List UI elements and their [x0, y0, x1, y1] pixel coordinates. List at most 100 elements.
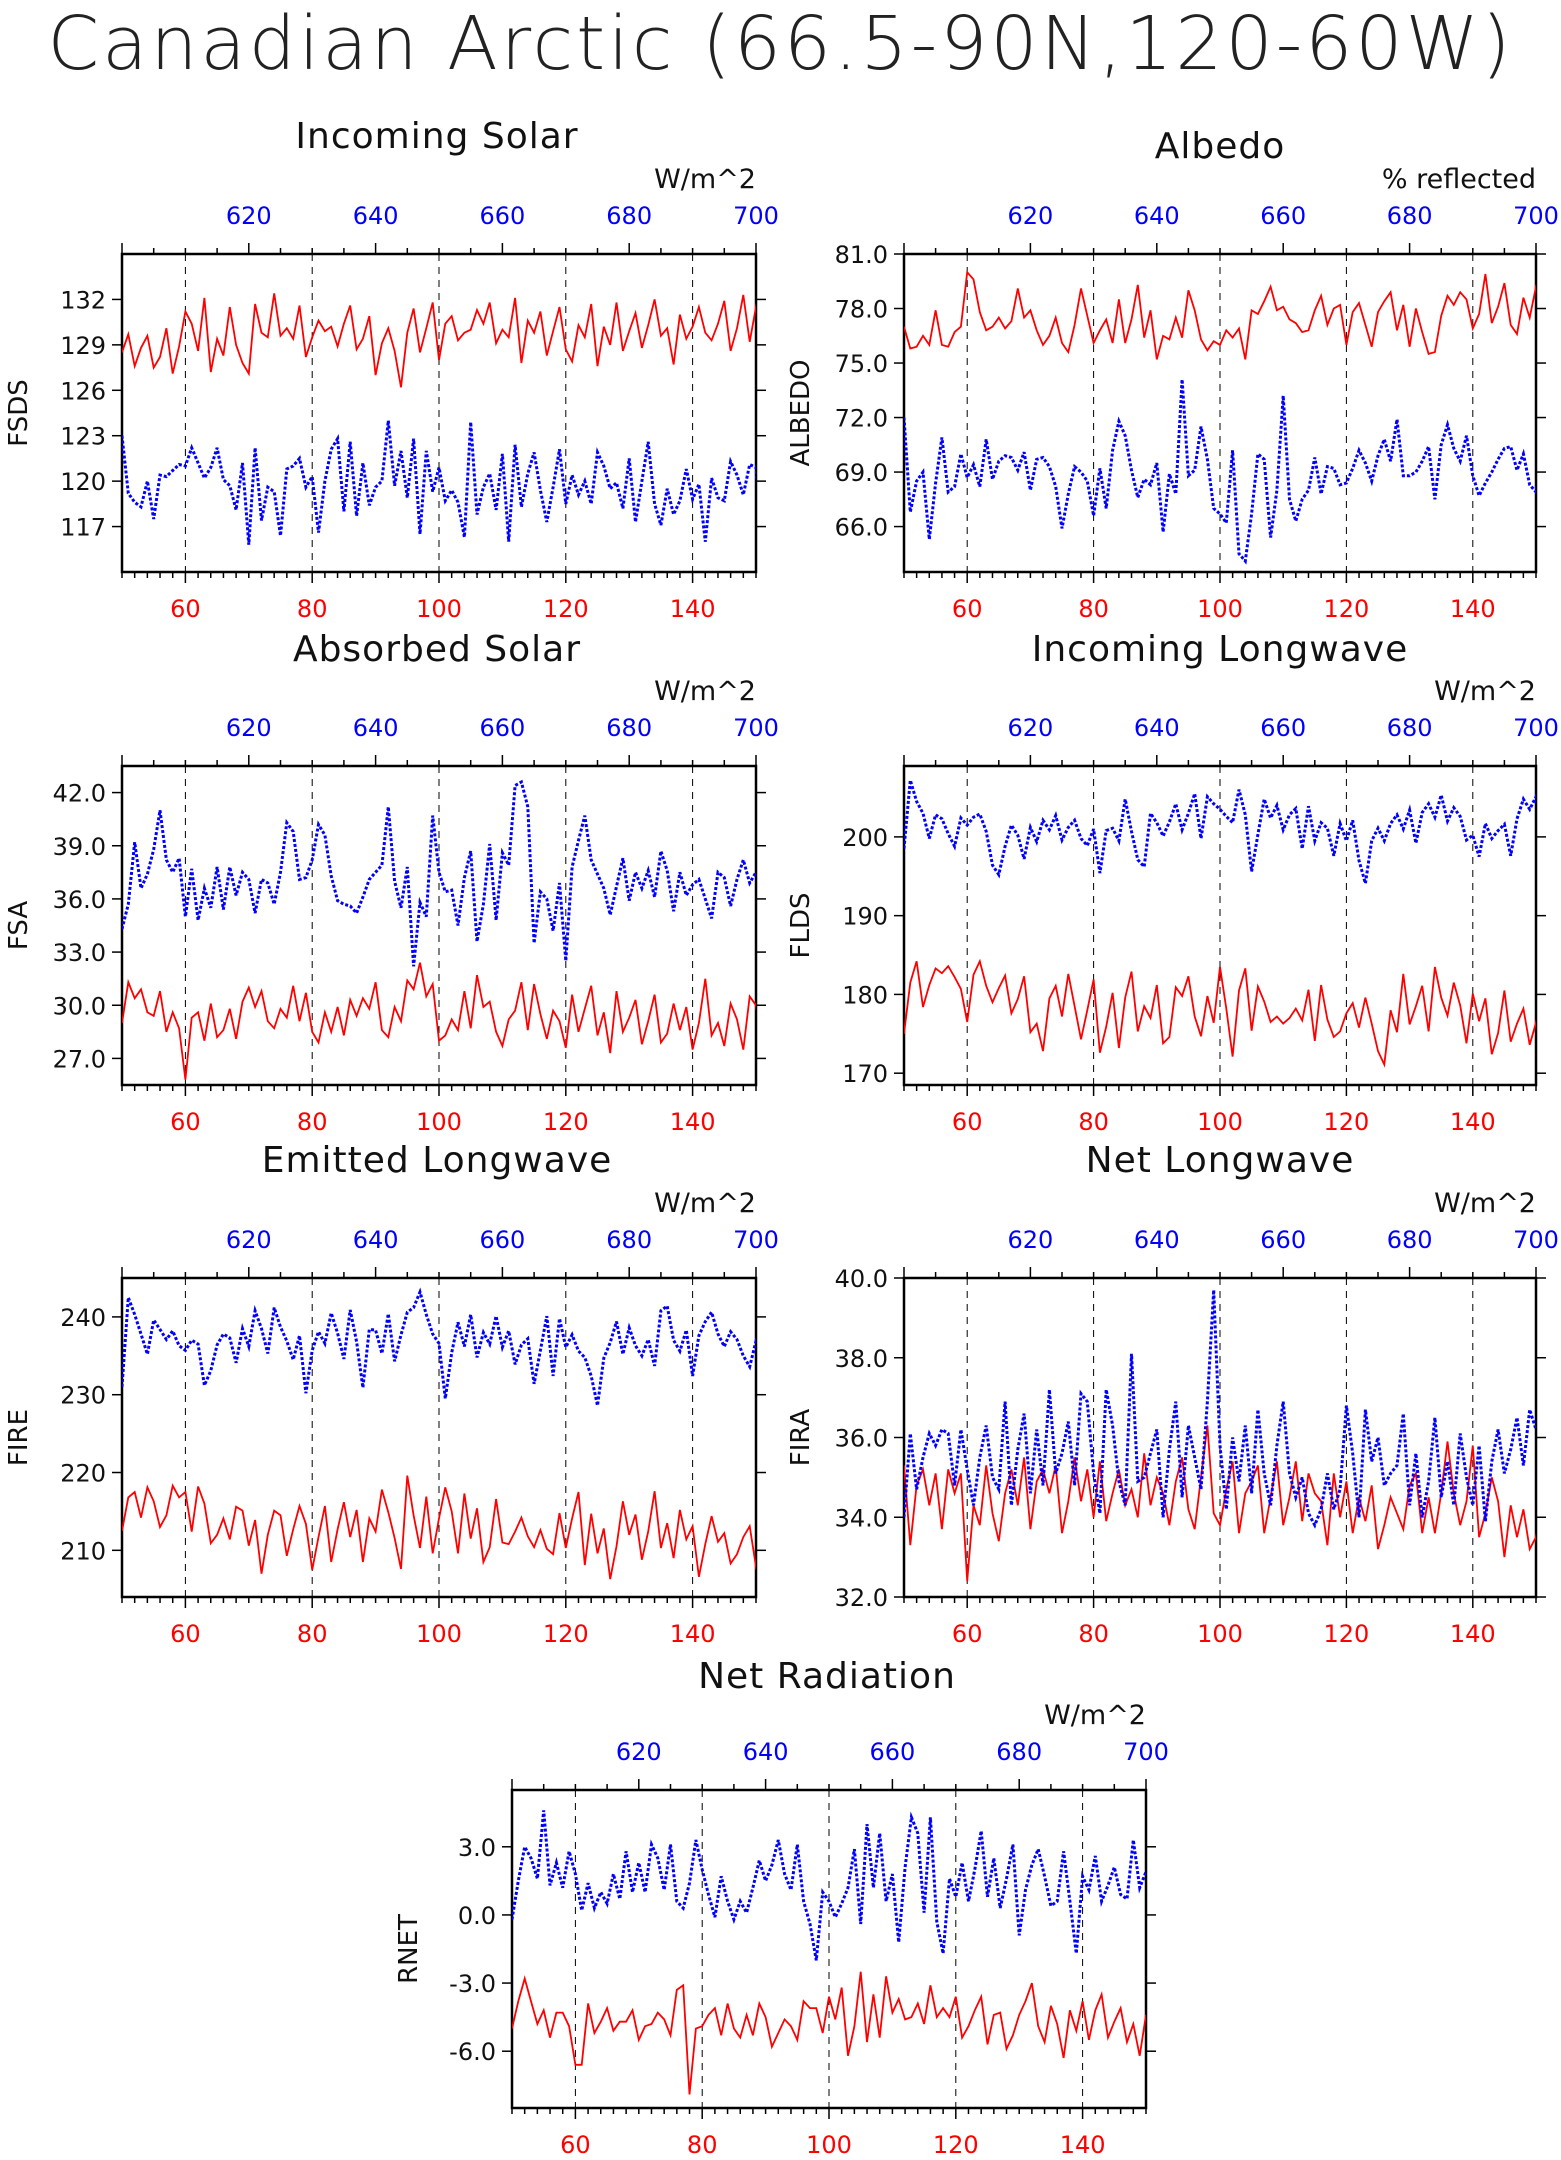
red-series-line: [122, 962, 756, 1080]
top-tick-label: 640: [1134, 714, 1180, 742]
top-tick-label: 620: [1007, 202, 1053, 230]
x-tick-label: 80: [297, 595, 328, 623]
red-series-line: [122, 1475, 756, 1580]
y-tick-label: 72.0: [835, 405, 888, 433]
chart-title: Net Radiation: [698, 1656, 956, 1697]
red-series-line: [904, 270, 1536, 360]
blue-series-line: [122, 420, 756, 545]
top-tick-label: 700: [1513, 1226, 1559, 1254]
top-tick-label: 660: [869, 1738, 915, 1766]
top-tick-label: 680: [606, 1226, 652, 1254]
x-tick-label: 120: [543, 1620, 589, 1648]
page-title: Canadian Arctic (66.5-90N,120-60W): [47, 1, 1514, 87]
top-tick-label: 620: [1007, 714, 1053, 742]
top-tick-label: 620: [226, 202, 272, 230]
y-axis-label: FLDS: [786, 893, 816, 959]
top-tick-label: 680: [606, 714, 652, 742]
x-tick-label: 120: [1323, 595, 1369, 623]
y-tick-label: 39.0: [53, 833, 106, 861]
x-tick-label: 120: [1323, 1620, 1369, 1648]
x-tick-label: 100: [1197, 1108, 1243, 1136]
top-tick-label: 640: [1134, 1226, 1180, 1254]
chart-title: Net Longwave: [1086, 1140, 1355, 1181]
y-tick-label: 38.0: [835, 1345, 888, 1373]
y-tick-label: 123: [60, 423, 106, 451]
x-tick-label: 60: [952, 595, 983, 623]
y-tick-label: 69.0: [835, 459, 888, 487]
y-tick-label: 240: [60, 1304, 106, 1332]
x-tick-label: 120: [1323, 1108, 1369, 1136]
y-tick-label: 129: [60, 332, 106, 360]
y-axis-label: FSA: [4, 901, 34, 950]
x-tick-label: 60: [952, 1620, 983, 1648]
units-label: W/m^2: [1434, 676, 1536, 707]
top-tick-label: 620: [1007, 1226, 1053, 1254]
x-tick-label: 140: [1060, 2131, 1106, 2159]
x-tick-label: 80: [1078, 595, 1109, 623]
x-tick-label: 80: [297, 1108, 328, 1136]
top-tick-label: 680: [1387, 202, 1433, 230]
top-tick-label: 660: [479, 202, 525, 230]
chart-title: Incoming Solar: [295, 116, 578, 157]
x-tick-label: 60: [170, 1620, 201, 1648]
y-tick-label: 0.0: [458, 1902, 496, 1930]
x-tick-label: 120: [543, 595, 589, 623]
x-tick-label: 140: [1450, 1620, 1496, 1648]
y-axis-label: FSDS: [4, 379, 34, 447]
chart-panel-fire: Emitted Longwave W/m^2 60 80 100 120 140 620 640…: [4, 1140, 779, 1648]
x-tick-label: 80: [1078, 1620, 1109, 1648]
y-tick-label: 120: [60, 468, 106, 496]
chart-panel-fsa: Absorbed Solar W/m^2 60 80 100 120 140 620 640 66…: [4, 629, 779, 1136]
x-tick-label: 120: [543, 1108, 589, 1136]
top-tick-label: 640: [353, 714, 399, 742]
top-tick-label: 680: [606, 202, 652, 230]
x-tick-label: 120: [933, 2131, 979, 2159]
top-tick-label: 700: [1123, 1738, 1169, 1766]
x-tick-label: 80: [297, 1620, 328, 1648]
red-series-line: [904, 1425, 1536, 1582]
top-tick-label: 660: [1260, 1226, 1306, 1254]
chart-panel-albedo: Albedo % reflected 60 80 100 120 140 620 640 660 6…: [786, 126, 1559, 623]
chart-title: Emitted Longwave: [262, 1140, 613, 1181]
top-tick-label: 640: [353, 202, 399, 230]
blue-series-line: [122, 1287, 756, 1406]
top-tick-label: 660: [1260, 714, 1306, 742]
x-tick-label: 140: [670, 1620, 716, 1648]
top-tick-label: 660: [479, 714, 525, 742]
top-tick-label: 700: [733, 1226, 779, 1254]
x-tick-label: 60: [170, 1108, 201, 1136]
y-tick-label: 132: [60, 286, 106, 314]
y-tick-label: 3.0: [458, 1834, 496, 1862]
x-tick-label: 140: [670, 595, 716, 623]
y-tick-label: 210: [60, 1537, 106, 1565]
y-axis-label: RNET: [394, 1914, 424, 1984]
y-tick-label: 66.0: [835, 514, 888, 542]
x-tick-label: 140: [670, 1108, 716, 1136]
y-tick-label: 30.0: [53, 992, 106, 1020]
y-tick-label: 200: [842, 824, 888, 852]
y-tick-label: 78.0: [835, 296, 888, 324]
top-tick-label: 680: [1387, 1226, 1433, 1254]
y-tick-label: 117: [60, 514, 106, 542]
y-tick-label: 81.0: [835, 241, 888, 269]
chart-panel-rnet: Net Radiation W/m^2 60 80 100 120 140 620 640 660…: [394, 1656, 1169, 2159]
blue-series-line: [904, 379, 1536, 565]
red-series-line: [512, 1971, 1146, 2095]
top-tick-label: 620: [226, 1226, 272, 1254]
y-tick-label: -3.0: [449, 1970, 496, 1998]
y-tick-label: -6.0: [449, 2038, 496, 2066]
chart-title: Albedo: [1155, 126, 1286, 167]
y-tick-label: 27.0: [53, 1045, 106, 1073]
y-axis-label: ALBEDO: [786, 359, 816, 466]
top-tick-label: 640: [353, 1226, 399, 1254]
x-tick-label: 100: [416, 1620, 462, 1648]
top-tick-label: 660: [479, 1226, 525, 1254]
blue-series-line: [904, 779, 1536, 884]
x-tick-label: 80: [1078, 1108, 1109, 1136]
y-tick-label: 230: [60, 1382, 106, 1410]
y-tick-label: 40.0: [835, 1265, 888, 1293]
top-tick-label: 620: [616, 1738, 662, 1766]
red-series-line: [904, 958, 1536, 1068]
top-tick-label: 620: [226, 714, 272, 742]
y-tick-label: 220: [60, 1460, 106, 1488]
